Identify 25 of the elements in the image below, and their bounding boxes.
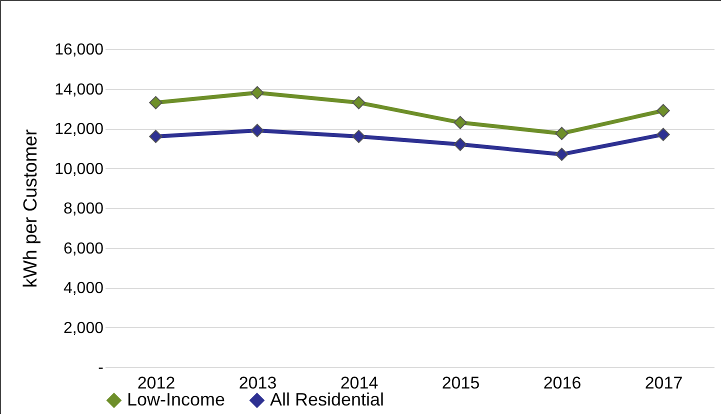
y-tick-label: 4,000 — [63, 280, 104, 297]
y-tick-label: 8,000 — [63, 200, 104, 218]
point — [352, 96, 366, 110]
x-tick-label: 2016 — [543, 374, 582, 392]
y-axis-title: kWh per Customer — [20, 128, 42, 288]
point — [352, 130, 366, 144]
point — [656, 128, 670, 142]
y-tick-label: - — [98, 360, 104, 376]
point — [656, 104, 670, 118]
point — [149, 96, 162, 110]
point — [250, 124, 264, 138]
y-tick-label: 14,000 — [54, 81, 104, 98]
point — [149, 130, 162, 144]
point — [250, 86, 264, 100]
y-tick-label: 16,000 — [54, 42, 104, 58]
y-tick-label: 6,000 — [63, 240, 104, 258]
y-tick-label: 2,000 — [63, 320, 104, 337]
point — [454, 138, 467, 152]
y-tick-label: 10,000 — [54, 160, 104, 178]
y-tick-label: 12,000 — [54, 121, 104, 138]
x-tick-label: 2015 — [442, 374, 480, 392]
point — [454, 116, 467, 130]
x-tick-label: 2017 — [644, 374, 683, 392]
point — [555, 148, 568, 161]
point — [555, 126, 568, 140]
